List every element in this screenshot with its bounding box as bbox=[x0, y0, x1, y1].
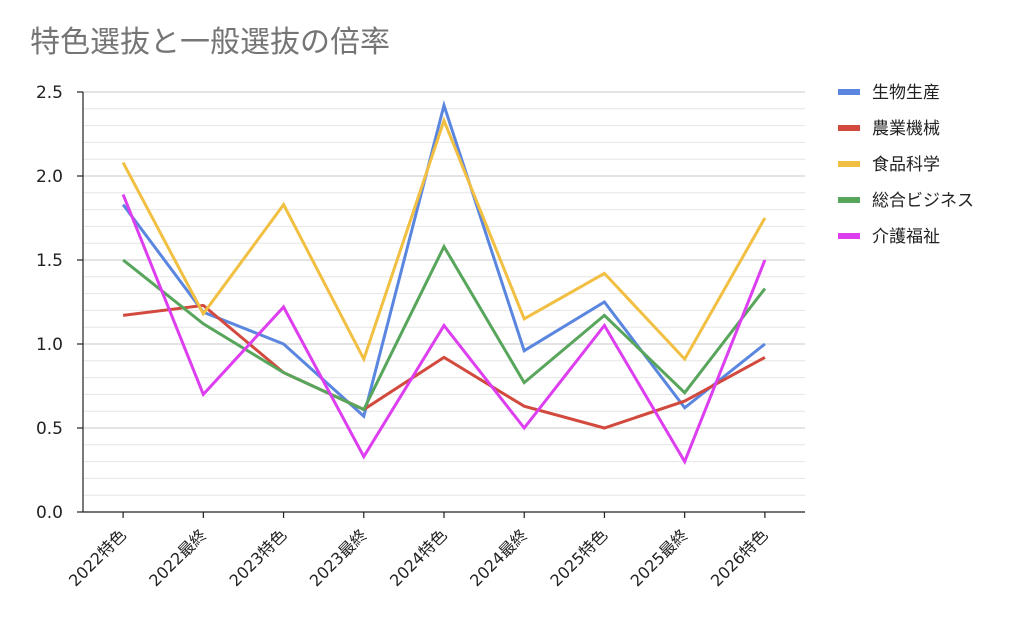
chart-title: 特色選抜と一般選抜の倍率 bbox=[30, 25, 390, 60]
x-tick-label: 2025特色 bbox=[546, 525, 611, 590]
legend-label: 総合ビジネス bbox=[872, 191, 974, 211]
legend-label: 介護福祉 bbox=[872, 227, 940, 247]
legend-label: 食品科学 bbox=[872, 155, 940, 175]
x-tick-label: 2024最終 bbox=[466, 525, 531, 590]
legend-swatch bbox=[838, 161, 860, 167]
series-line bbox=[122, 303, 766, 430]
legend-label: 農業機械 bbox=[872, 119, 940, 139]
y-tick-label: 1.5 bbox=[36, 251, 63, 271]
legend-swatch bbox=[838, 233, 860, 239]
x-tick-label: 2022最終 bbox=[145, 525, 210, 590]
y-tick-label: 2.5 bbox=[36, 83, 63, 103]
y-tick-label: 2.0 bbox=[36, 167, 63, 187]
series-line bbox=[121, 116, 767, 363]
x-tick-label: 2024特色 bbox=[386, 525, 451, 590]
legend-swatch bbox=[838, 197, 860, 203]
legend-label: 生物生産 bbox=[872, 83, 940, 103]
y-tick-label: 0.5 bbox=[36, 419, 63, 439]
x-tick-label: 2026特色 bbox=[707, 525, 772, 590]
series-lines bbox=[121, 100, 767, 465]
legend-swatch bbox=[838, 89, 860, 95]
y-tick-label: 1.0 bbox=[36, 335, 63, 355]
legend-swatch bbox=[838, 125, 860, 131]
y-tick-label: 0.0 bbox=[36, 503, 63, 523]
x-tick-label: 2023特色 bbox=[226, 525, 291, 590]
y-tick-labels: 0.0 0.5 1.0 1.5 2.0 2.5 bbox=[36, 83, 83, 523]
series-line bbox=[121, 193, 767, 465]
x-tick-label: 2023最終 bbox=[306, 525, 371, 590]
series-line bbox=[122, 243, 767, 412]
x-tick-labels: 2022特色 2022最終 2023特色 2023最終 2024特色 2024最終 2025… bbox=[65, 512, 772, 590]
x-tick-label: 2025最終 bbox=[627, 525, 692, 590]
series-line bbox=[121, 100, 766, 419]
x-tick-label: 2022特色 bbox=[65, 525, 130, 590]
axes bbox=[82, 92, 805, 513]
